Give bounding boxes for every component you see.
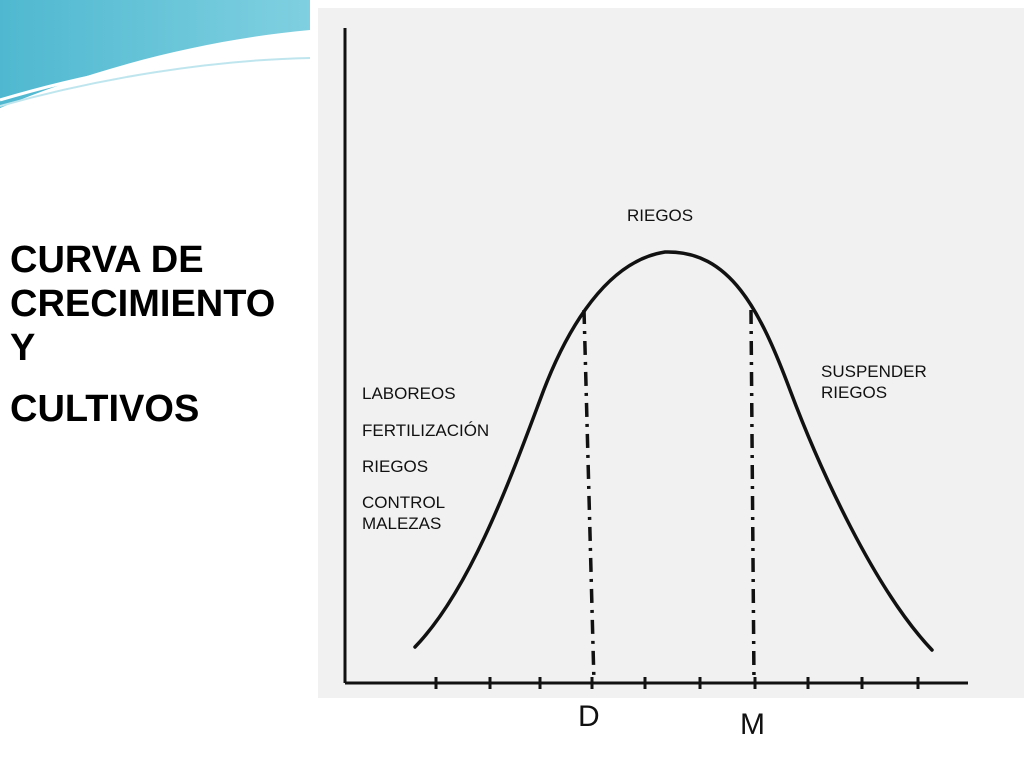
marker-line-d — [582, 309, 596, 684]
marker-line-m — [749, 309, 756, 684]
label-control-malezas: CONTROL MALEZAS — [362, 493, 446, 533]
x-marker-m: M — [740, 708, 765, 741]
x-axis-ticks — [434, 677, 920, 689]
label-suspender-riegos: SUSPENDER RIEGOS — [821, 362, 927, 402]
title-line-1: CURVA DE CRECIMIENTO — [10, 239, 276, 325]
label-riegos-top: RIEGOS — [627, 206, 694, 225]
header-decoration — [0, 0, 311, 113]
x-marker-d: D — [578, 700, 600, 733]
title-line-2: Y — [10, 327, 36, 369]
title-line-3: CULTIVOS — [10, 388, 200, 430]
label-riegos-left: RIEGOS — [362, 457, 429, 476]
label-laboreos: LABOREOS — [362, 384, 456, 403]
growth-curve — [413, 250, 934, 652]
slide-title: CURVA DE CRECIMIENTO Y CULTIVOS — [10, 238, 310, 448]
scanned-diagram-panel — [318, 8, 1024, 698]
label-fertilizacion: FERTILIZACIÓN — [362, 421, 490, 440]
